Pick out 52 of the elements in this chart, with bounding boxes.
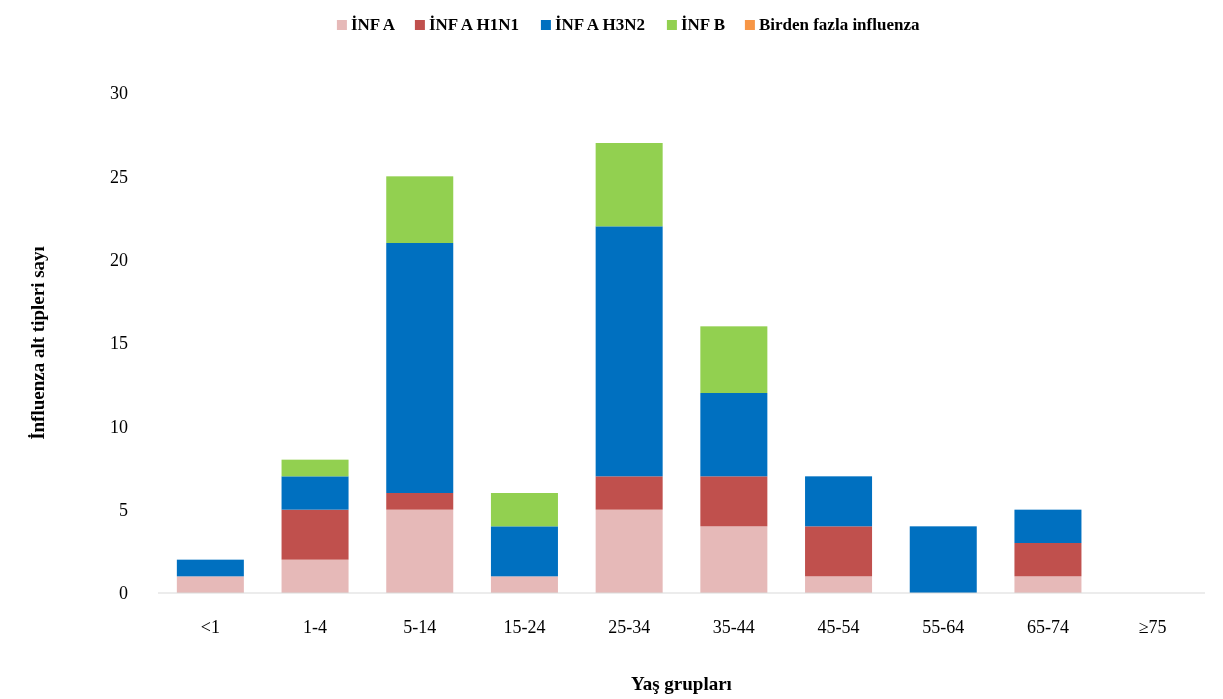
legend-label: İNF A H3N2 xyxy=(554,15,645,34)
bar xyxy=(805,526,873,577)
bar xyxy=(700,393,768,477)
y-axis-title: İnfluenza alt tipleri sayı xyxy=(27,246,48,440)
x-tick-label: 5-14 xyxy=(403,617,437,637)
bar xyxy=(386,493,454,510)
bar xyxy=(700,476,768,527)
bar xyxy=(386,243,454,493)
y-tick-label: 0 xyxy=(119,583,128,604)
bar xyxy=(386,176,454,243)
legend-label: Birden fazla influenza xyxy=(758,15,920,34)
y-tick-label: 5 xyxy=(119,499,128,520)
bar xyxy=(281,559,349,593)
y-tick-label: 20 xyxy=(110,249,128,270)
x-axis-title: Yaş grupları xyxy=(631,673,732,694)
bar xyxy=(595,143,663,227)
x-tick-label: 35-44 xyxy=(712,617,755,637)
bar xyxy=(176,576,244,593)
legend-label: İNF A xyxy=(350,15,396,34)
x-tick-label: 15-24 xyxy=(503,617,546,637)
y-tick-label: 15 xyxy=(110,333,128,354)
bar xyxy=(490,493,558,527)
bar xyxy=(909,526,977,593)
bar xyxy=(805,576,873,593)
y-tick-label: 25 xyxy=(110,166,128,187)
bar xyxy=(1014,543,1082,577)
bar xyxy=(490,576,558,593)
bar xyxy=(700,526,768,593)
bar xyxy=(700,326,768,393)
bar xyxy=(281,509,349,560)
y-tick-label: 10 xyxy=(110,416,128,437)
x-tick-label: 55-64 xyxy=(922,617,965,637)
bar xyxy=(595,476,663,510)
legend-label: İNF A H1N1 xyxy=(428,15,519,34)
x-tick-label: ≥75 xyxy=(1138,617,1167,637)
x-tick-label: 45-54 xyxy=(817,617,860,637)
bar xyxy=(595,226,663,477)
bar xyxy=(176,559,244,577)
x-tick-label: <1 xyxy=(200,617,220,637)
bar xyxy=(281,476,349,510)
x-tick-label: 25-34 xyxy=(608,617,651,637)
bar xyxy=(1014,509,1082,543)
bar xyxy=(595,509,663,593)
legend-label: İNF B xyxy=(680,15,726,34)
y-tick-label: 30 xyxy=(110,83,128,104)
x-tick-label: 1-4 xyxy=(303,617,328,637)
bar xyxy=(805,476,873,527)
bar xyxy=(281,459,349,477)
bar xyxy=(386,509,454,593)
bar xyxy=(490,526,558,577)
x-tick-label: 65-74 xyxy=(1026,617,1069,637)
bar xyxy=(1014,576,1082,593)
